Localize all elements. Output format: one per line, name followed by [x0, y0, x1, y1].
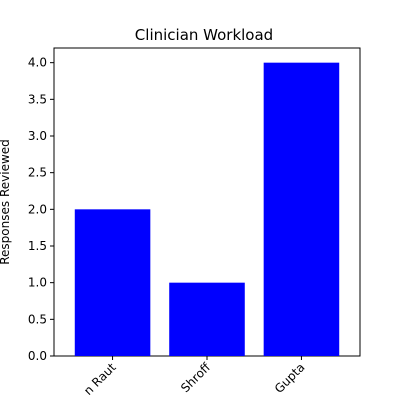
chart-title: Clinician Workload [135, 26, 273, 44]
y-axis-label: Responses Reviewed [0, 139, 12, 265]
y-tick-label-3: 1.5 [28, 239, 47, 253]
bars [74, 62, 340, 357]
x-tick-label-1: Shroff [178, 360, 214, 396]
bar-1 [169, 282, 245, 356]
y-tick-label-2: 1.0 [28, 276, 47, 290]
y-tick-label-7: 3.5 [28, 92, 47, 106]
y-tick-label-8: 4.0 [28, 56, 47, 70]
x-axis: n Raut Shroff Gupta [81, 356, 308, 398]
y-tick-label-5: 2.5 [28, 166, 47, 180]
y-tick-label-0: 0.0 [28, 349, 47, 363]
bar-0 [74, 209, 151, 356]
bar-2 [263, 62, 340, 357]
y-axis: 0.0 0.5 1.0 1.5 2.0 2.5 3.0 3.5 4.0 [28, 56, 54, 363]
y-tick-label-1: 0.5 [28, 312, 47, 326]
y-tick-label-4: 2.0 [28, 202, 47, 216]
x-tick-label-2: Gupta [272, 360, 308, 396]
x-tick-label-0: n Raut [81, 360, 119, 398]
y-tick-label-6: 3.0 [28, 129, 47, 143]
